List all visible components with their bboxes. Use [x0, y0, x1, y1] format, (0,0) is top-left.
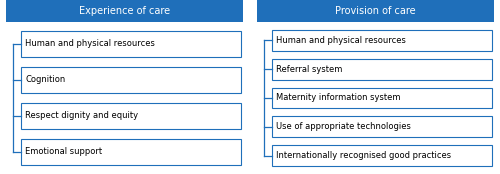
- Text: Referral system: Referral system: [276, 65, 342, 74]
- FancyBboxPatch shape: [257, 0, 494, 22]
- Text: Human and physical resources: Human and physical resources: [25, 39, 155, 49]
- FancyBboxPatch shape: [6, 0, 243, 22]
- Text: Internationally recognised good practices: Internationally recognised good practice…: [276, 151, 451, 160]
- FancyBboxPatch shape: [272, 30, 492, 51]
- Text: Respect dignity and equity: Respect dignity and equity: [25, 112, 138, 121]
- FancyBboxPatch shape: [21, 103, 241, 129]
- Text: Experience of care: Experience of care: [79, 6, 170, 16]
- FancyBboxPatch shape: [272, 88, 492, 108]
- Text: Maternity information system: Maternity information system: [276, 93, 400, 102]
- FancyBboxPatch shape: [272, 116, 492, 137]
- Text: Use of appropriate technologies: Use of appropriate technologies: [276, 122, 411, 131]
- FancyBboxPatch shape: [272, 59, 492, 80]
- FancyBboxPatch shape: [21, 31, 241, 57]
- Text: Human and physical resources: Human and physical resources: [276, 36, 406, 45]
- FancyBboxPatch shape: [21, 67, 241, 93]
- Text: Cognition: Cognition: [25, 76, 65, 85]
- Text: Provision of care: Provision of care: [335, 6, 416, 16]
- FancyBboxPatch shape: [272, 145, 492, 166]
- FancyBboxPatch shape: [21, 139, 241, 165]
- Text: Emotional support: Emotional support: [25, 148, 102, 156]
